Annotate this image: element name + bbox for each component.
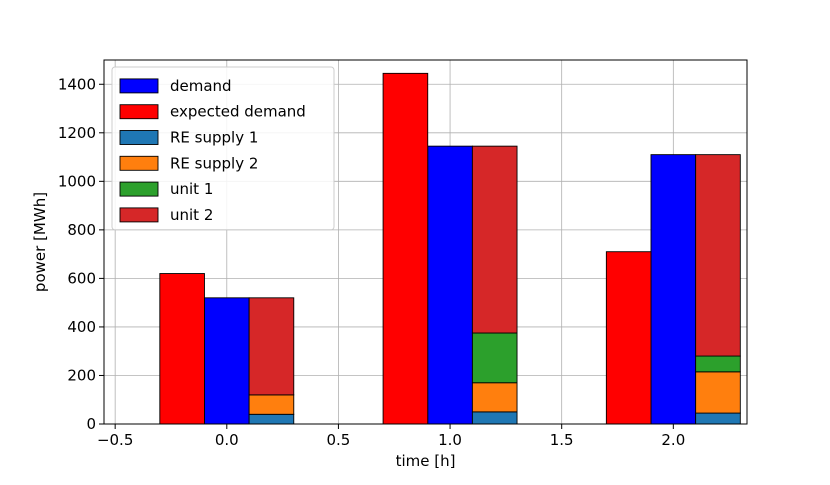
y-tick-label: 800 bbox=[67, 221, 96, 239]
bar-demand bbox=[650, 154, 697, 425]
legend-swatch bbox=[119, 207, 159, 223]
y-tick-label: 1200 bbox=[58, 124, 96, 142]
bar-re-supply-2 bbox=[471, 382, 518, 413]
bar-expected-demand bbox=[159, 273, 205, 425]
bars-layer bbox=[159, 72, 741, 425]
legend-swatch bbox=[119, 155, 159, 171]
bar-re-supply-1 bbox=[248, 413, 295, 425]
y-tick-label: 400 bbox=[67, 318, 96, 336]
y-axis-label: power [MWh] bbox=[31, 192, 49, 292]
y-tick-label: 0 bbox=[86, 415, 96, 433]
legend-box bbox=[111, 66, 335, 231]
legend-swatch bbox=[119, 104, 159, 120]
y-tick-label: 1400 bbox=[58, 75, 96, 93]
bar-unit-2 bbox=[471, 145, 518, 334]
x-tick-label: −0.5 bbox=[97, 431, 133, 449]
bar-unit-1 bbox=[471, 332, 518, 384]
plot-area-frame bbox=[103, 59, 748, 425]
y-tick-label: 1000 bbox=[58, 172, 96, 190]
x-tick-label: 1.0 bbox=[438, 431, 462, 449]
x-tick-label: 0.5 bbox=[326, 431, 350, 449]
y-tick-label: 600 bbox=[67, 269, 96, 287]
legend-swatch bbox=[119, 130, 159, 145]
bar-unit-2 bbox=[695, 154, 741, 357]
legend-entry-label: expected demand bbox=[170, 103, 306, 121]
legend-swatch bbox=[119, 78, 159, 94]
bar-demand bbox=[427, 145, 473, 425]
legend-entry-label: unit 2 bbox=[170, 206, 213, 224]
ticks-layer: −0.5 0.0 0.5 1.0 1.5 2.0 0 200 400 600 800 1000 1200… bbox=[58, 75, 685, 449]
bar-expected-demand bbox=[382, 72, 429, 425]
bar-unit-1 bbox=[695, 355, 741, 373]
bar-re-supply-1 bbox=[695, 412, 741, 425]
x-tick-label: 0.0 bbox=[215, 431, 239, 449]
bar-expected-demand bbox=[605, 251, 652, 425]
legend-swatch bbox=[119, 181, 159, 197]
bar-unit-2 bbox=[248, 297, 295, 396]
bar-re-supply-1 bbox=[471, 411, 518, 425]
legend-entry-label: RE supply 2 bbox=[170, 154, 258, 172]
x-tick-label: 2.0 bbox=[661, 431, 685, 449]
bar-demand bbox=[204, 297, 250, 425]
legend: demand expected demand RE supply 1 RE suppl… bbox=[111, 66, 335, 231]
bar-re-supply-2 bbox=[248, 394, 295, 415]
x-tick-label: 1.5 bbox=[550, 431, 574, 449]
y-tick-label: 200 bbox=[67, 366, 96, 384]
bar-re-supply-2 bbox=[695, 371, 741, 414]
legend-entry-label: demand bbox=[170, 77, 232, 95]
legend-entry-label: unit 1 bbox=[170, 180, 213, 198]
x-axis-label: time [h] bbox=[396, 452, 456, 470]
legend-entry-label: RE supply 1 bbox=[170, 129, 258, 147]
